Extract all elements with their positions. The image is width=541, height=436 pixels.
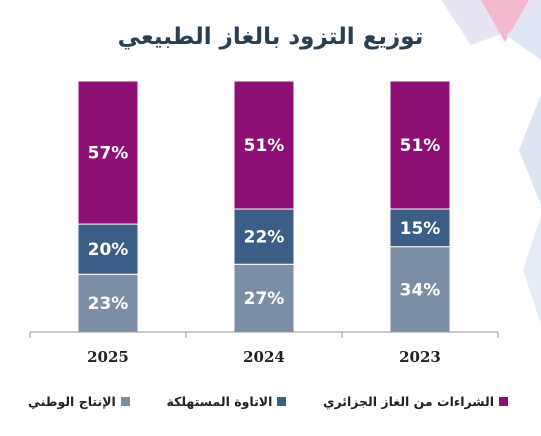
x-tick-label-2025: 2025 — [87, 348, 129, 366]
legend-item-series-2: الشراءات من الغاز الجزائري — [323, 394, 508, 409]
legend-label: الإنتاج الوطني — [28, 394, 116, 409]
chart-legend: الإنتاج الوطني الاتاوة المستهلكة الشراءات … — [28, 394, 508, 409]
bar-segment-2025-series-2 — [77, 80, 139, 225]
legend-label: الاتاوة المستهلكة — [166, 394, 273, 409]
bar-segment-2023-series-1 — [389, 208, 451, 248]
legend-swatch — [499, 397, 508, 406]
data-label-2023-series-1: 15% — [400, 219, 441, 239]
bar-segment-2023-series-2 — [389, 80, 451, 210]
legend-item-series-1: الاتاوة المستهلكة — [166, 394, 287, 409]
bars-layer: 23% 20% 57% 27% 22% 51% 34% 15% 51% — [77, 80, 451, 333]
data-label-2024-series-1: 22% — [244, 228, 285, 248]
x-tick-label-2023: 2023 — [399, 348, 441, 366]
data-label-2025-series-1: 20% — [88, 240, 129, 260]
x-axis-ticks: 2025 2024 2023 — [29, 332, 499, 366]
data-label-2024-series-0: 27% — [244, 289, 285, 309]
legend-swatch — [277, 397, 287, 406]
data-label-2024-series-2: 51% — [244, 136, 285, 156]
bar-segment-2024-series-0 — [233, 263, 295, 333]
bar-segment-2024-series-1 — [233, 208, 295, 265]
bar-segment-2023-series-0 — [389, 246, 451, 333]
data-label-2023-series-0: 34% — [400, 280, 441, 300]
chart-title: توزيع التزود بالغاز الطبيعي — [117, 24, 424, 50]
bar-segment-2024-series-2 — [233, 80, 295, 210]
legend-swatch — [120, 397, 130, 406]
legend-item-series-0: الإنتاج الوطني — [28, 394, 130, 409]
data-label-2025-series-0: 23% — [88, 294, 129, 314]
x-tick-label-2024: 2024 — [243, 348, 285, 366]
legend-label: الشراءات من الغاز الجزائري — [323, 394, 494, 409]
data-label-2025-series-2: 57% — [88, 144, 129, 164]
data-label-2023-series-2: 51% — [400, 136, 441, 156]
